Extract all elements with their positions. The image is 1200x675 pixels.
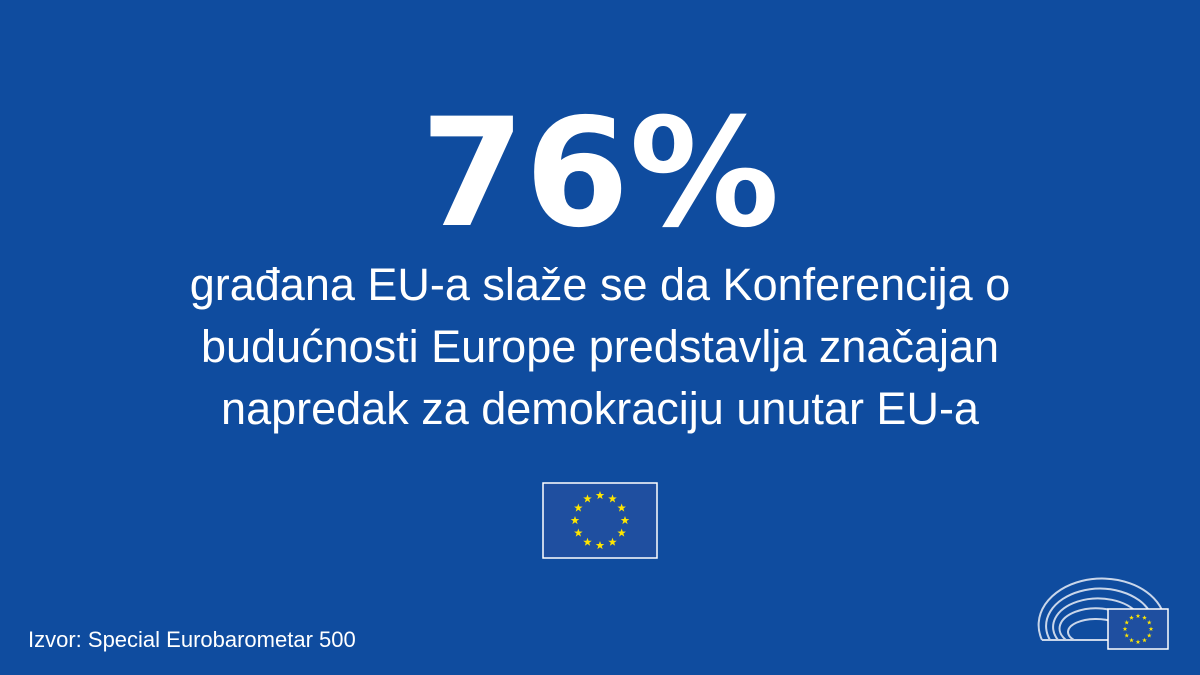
star [1122,626,1128,632]
source: Izvor: Special Eurobarometar 500 [28,627,356,652]
star [608,537,617,546]
star [617,503,626,512]
star [608,494,617,503]
star [1129,637,1134,643]
star [1142,637,1147,643]
body-line: budućnosti Europe predstavlja značajan [201,321,999,372]
star [595,541,605,550]
star [595,491,605,500]
star [574,528,583,537]
hemicycle-arc [1052,597,1139,641]
hemicycle-arc [1037,577,1163,641]
star [1129,615,1134,620]
star [620,516,630,525]
ep-logo [1037,577,1169,650]
star [1135,639,1141,645]
star [1135,613,1141,619]
hemicycle-arc [1067,617,1115,641]
star [574,503,583,512]
star [1148,626,1154,632]
hemicycle-arc [1045,587,1151,641]
star [1124,633,1130,638]
body-line: napredak za demokraciju unutar EU-a [221,383,980,434]
star [1124,620,1130,625]
flag-stars [570,491,630,550]
star [583,537,592,546]
logo-stars [1122,613,1154,645]
star [570,516,580,525]
eu-flag [542,482,658,559]
headline: 76% [420,87,779,261]
star [583,494,592,503]
star [1146,633,1152,638]
star [1146,620,1152,625]
star [1142,615,1147,620]
body-line: građana EU-a slaže se da Konferencija o [190,259,1011,310]
star [617,528,626,537]
